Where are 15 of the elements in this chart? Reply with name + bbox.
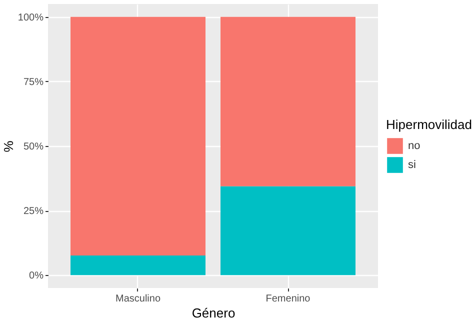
legend-label: no — [408, 140, 420, 152]
legend-title: Hipermovilidad — [386, 117, 472, 132]
y-tick-label: 25% — [23, 206, 44, 218]
y-tick-label: 50% — [23, 142, 44, 152]
bar — [220, 186, 356, 276]
x-tick-label: Masculino — [115, 294, 161, 304]
y-tick-label: 100% — [18, 12, 44, 24]
x-axis-title: Género — [192, 306, 236, 320]
bar — [220, 16, 356, 186]
legend-label: si — [408, 159, 416, 171]
bar — [70, 255, 206, 276]
y-tick-label: 75% — [23, 76, 44, 88]
y-axis-title: % — [0, 140, 16, 152]
x-tick-label: Femenino — [266, 294, 311, 304]
y-tick-label: 0% — [29, 270, 44, 282]
